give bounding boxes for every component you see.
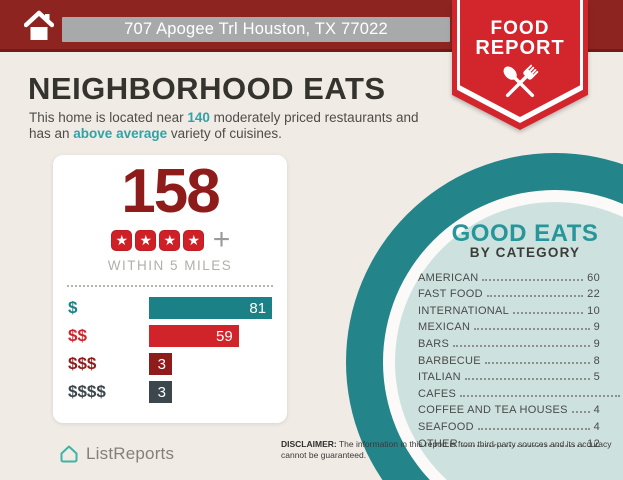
- dotted-leader: [462, 444, 584, 447]
- rating-row: ★ ★ ★ ★ +: [53, 223, 287, 256]
- bar: 3: [149, 353, 172, 375]
- dotted-leader: [486, 295, 584, 298]
- bar: 59: [149, 325, 239, 347]
- bar-row: $$$$ 3: [53, 381, 287, 403]
- brand-name: ListReports: [86, 444, 175, 463]
- good-eats-title: GOOD EATS: [451, 220, 599, 247]
- home-icon: [24, 10, 54, 40]
- listreports-logo: ListReports: [58, 443, 174, 465]
- star-icon: ★: [135, 229, 157, 251]
- list-item: CAFES: [418, 383, 623, 400]
- restaurant-stats-card: 158 ★ ★ ★ ★ + WITHIN 5 MILES $ 81 $$ 59 $$$…: [53, 155, 287, 423]
- list-item: COFFEE AND TEA HOUSES 4: [418, 404, 600, 417]
- disclaimer: DISCLAIMER: The information in this repo…: [281, 439, 619, 460]
- star-icon: ★: [111, 229, 133, 251]
- ribbon-title-line2: REPORT: [475, 37, 565, 59]
- page-title: NEIGHBORHOOD EATS: [28, 71, 386, 106]
- list-item: OTHER 12: [418, 437, 600, 450]
- disclaimer-text: The information in this report is from t…: [281, 439, 612, 460]
- list-item: AMERICAN 60: [418, 271, 600, 284]
- ribbon-title-line1: FOOD: [490, 18, 550, 39]
- dotted-leader: [513, 311, 584, 314]
- star-icon: ★: [183, 229, 205, 251]
- disclaimer-label: DISCLAIMER:: [281, 439, 337, 449]
- bar-row: $ 81: [53, 297, 287, 319]
- dotted-leader: [464, 378, 590, 381]
- dotted-leader: [474, 328, 590, 331]
- subtitle-pre: This home is located near: [29, 110, 188, 125]
- star-icon: ★: [159, 229, 181, 251]
- restaurant-count: 140: [187, 110, 210, 125]
- list-item: FAST FOOD 22: [418, 288, 600, 301]
- total-restaurant-count: 158: [121, 157, 220, 226]
- list-item: BARS 9: [418, 337, 600, 350]
- dotted-separator: [67, 285, 273, 287]
- dotted-leader: [482, 278, 584, 281]
- crossed-spoon-fork-icon: [503, 64, 539, 98]
- star-rating: ★ ★ ★ ★: [110, 229, 206, 251]
- good-eats-subtitle: BY CATEGORY: [469, 245, 581, 260]
- bar-row: $$$ 3: [53, 353, 287, 375]
- property-address: 707 Apogee Trl Houston, TX 77022: [124, 20, 388, 38]
- radius-label: WITHIN 5 MILES: [107, 258, 233, 273]
- list-item: ITALIAN 5: [418, 371, 600, 384]
- page-subtitle: This home is located near 140 moderately…: [29, 110, 443, 141]
- good-eats-category-list: AMERICAN 60 FAST FOOD 22 INTERNATIONAL 10 M…: [418, 267, 620, 450]
- subtitle-mid: moderately priced restaurants and has an: [29, 110, 419, 141]
- dotted-leader: [477, 427, 590, 430]
- list-item: SEAFOOD 4: [418, 420, 600, 433]
- dotted-leader: [571, 411, 590, 414]
- address-bar: 707 Apogee Trl Houston, TX 77022: [62, 17, 450, 42]
- bar-row: $$ 59: [53, 325, 287, 347]
- plus-sign: +: [212, 223, 231, 256]
- dotted-leader: [460, 394, 620, 397]
- dotted-leader: [453, 344, 590, 347]
- list-item: INTERNATIONAL 10: [418, 304, 600, 317]
- bar: 81: [149, 297, 273, 319]
- variety-highlight: above average: [73, 125, 168, 141]
- bar: 3: [149, 381, 172, 403]
- dotted-leader: [484, 361, 590, 364]
- list-item: MEXICAN 9: [418, 321, 600, 334]
- subtitle-post: variety of cuisines.: [167, 125, 282, 141]
- food-report-ribbon: FOOD REPORT: [452, 0, 588, 130]
- listreports-house-icon: [60, 445, 78, 463]
- list-item: BARBECUE 8: [418, 354, 600, 367]
